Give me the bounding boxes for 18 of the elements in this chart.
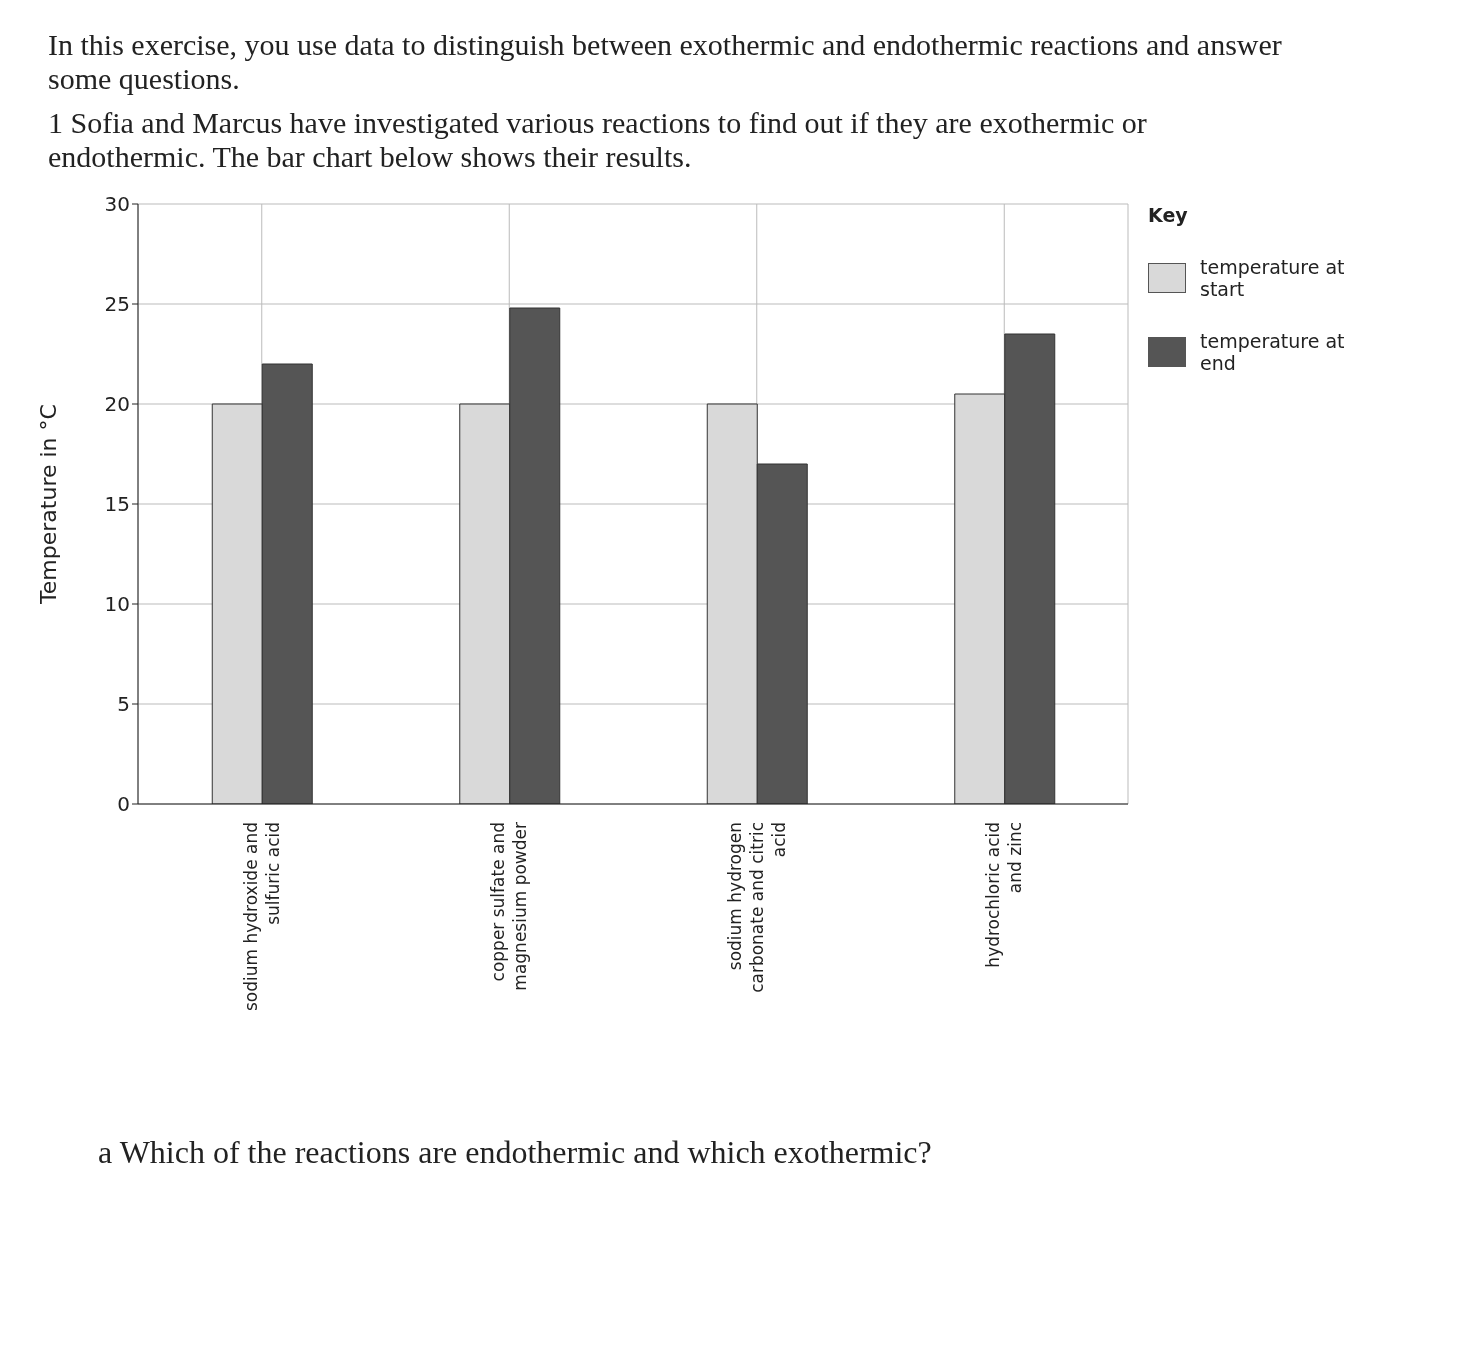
legend-label: temperature at end	[1200, 330, 1346, 374]
y-tick-label: 20	[104, 392, 130, 417]
legend-title: Key	[1148, 204, 1189, 226]
x-tick-label: copper sulfate and magnesium powder	[488, 821, 531, 991]
y-axis-title: Temperature in °C	[35, 404, 61, 605]
y-tick-label: 15	[104, 492, 130, 517]
y-tick-label: 30	[104, 192, 130, 217]
y-tick-label: 0	[117, 792, 130, 817]
x-tick-label: sodium hydrogen carbonate and citric acid	[724, 822, 789, 993]
y-tick-label: 5	[117, 692, 130, 717]
text: a Which of the reactions are endothermic and which exothermic?	[97, 1133, 933, 1172]
y-tick-label: 10	[104, 592, 130, 617]
chart-title: In this exercise, you use data to distinguish between exothermic and endothermic reactions and answer some questions.	[47, 27, 1283, 97]
y-tick-label: 25	[104, 292, 130, 317]
chart-subtitle: 1 Sofia and Marcus have investigated various reactions to find out if they are exothermic or endothermic. The bar chart below shows their results.	[47, 106, 1148, 175]
x-tick-label: hydrochloric acid and zinc	[983, 822, 1026, 968]
legend-label: temperature at start	[1200, 256, 1346, 300]
x-tick-label: sodium hydroxide and sulfuric acid	[240, 822, 283, 1012]
